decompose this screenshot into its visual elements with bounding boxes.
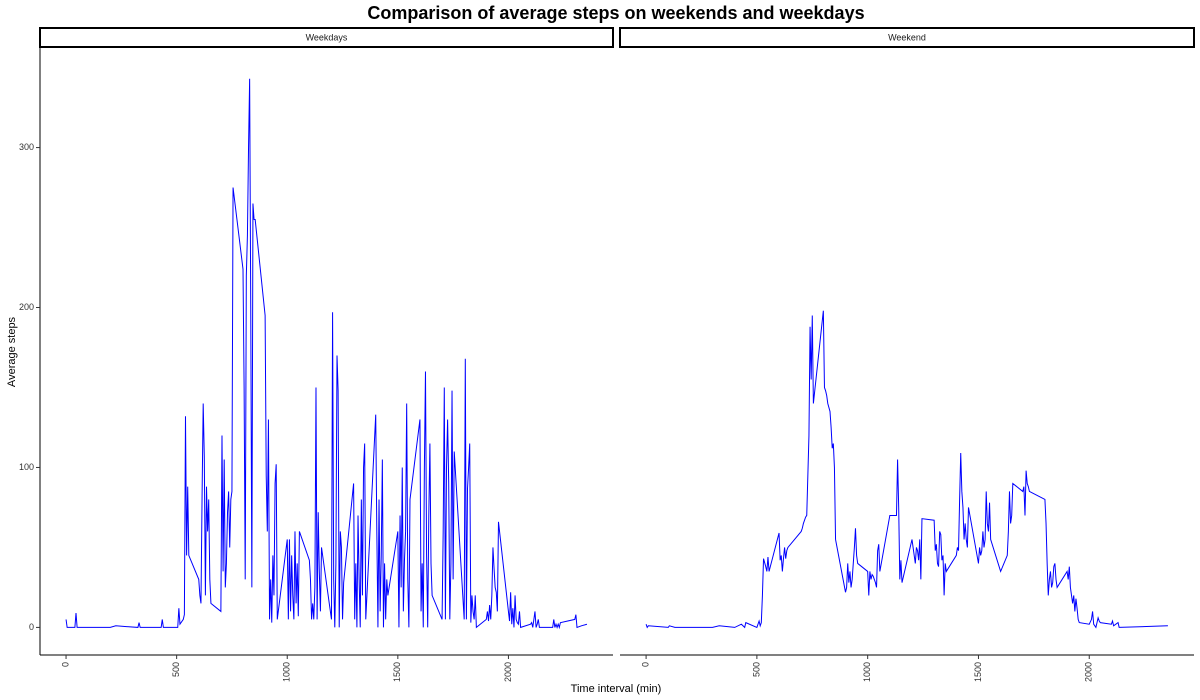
y-tick-label: 100	[19, 462, 34, 472]
facet-strip	[619, 27, 1195, 48]
facet-label: Weekend	[888, 32, 926, 42]
chart-title: Comparison of average steps on weekends …	[367, 3, 864, 23]
y-axis-label: Average steps	[6, 316, 18, 387]
x-tick-label: 1000	[282, 662, 292, 682]
x-tick-label: 500	[171, 662, 181, 677]
x-tick-label: 0	[640, 662, 650, 667]
x-tick-label: 1500	[392, 662, 402, 682]
y-tick-label: 0	[29, 622, 34, 632]
x-tick-label: 500	[751, 662, 761, 677]
y-tick-label: 300	[19, 142, 34, 152]
y-tick-label: 200	[19, 302, 34, 312]
data-line	[645, 310, 1168, 629]
facet-strip	[39, 27, 614, 48]
x-tick-label: 1500	[973, 662, 983, 682]
facet-label: Weekdays	[306, 32, 348, 42]
x-tick-label: 2000	[1084, 662, 1094, 682]
x-tick-label: 1000	[862, 662, 872, 682]
x-tick-label: 0	[60, 662, 70, 667]
data-line	[65, 78, 588, 630]
x-tick-label: 2000	[503, 662, 513, 682]
x-axis-label: Time interval (min)	[571, 683, 662, 695]
